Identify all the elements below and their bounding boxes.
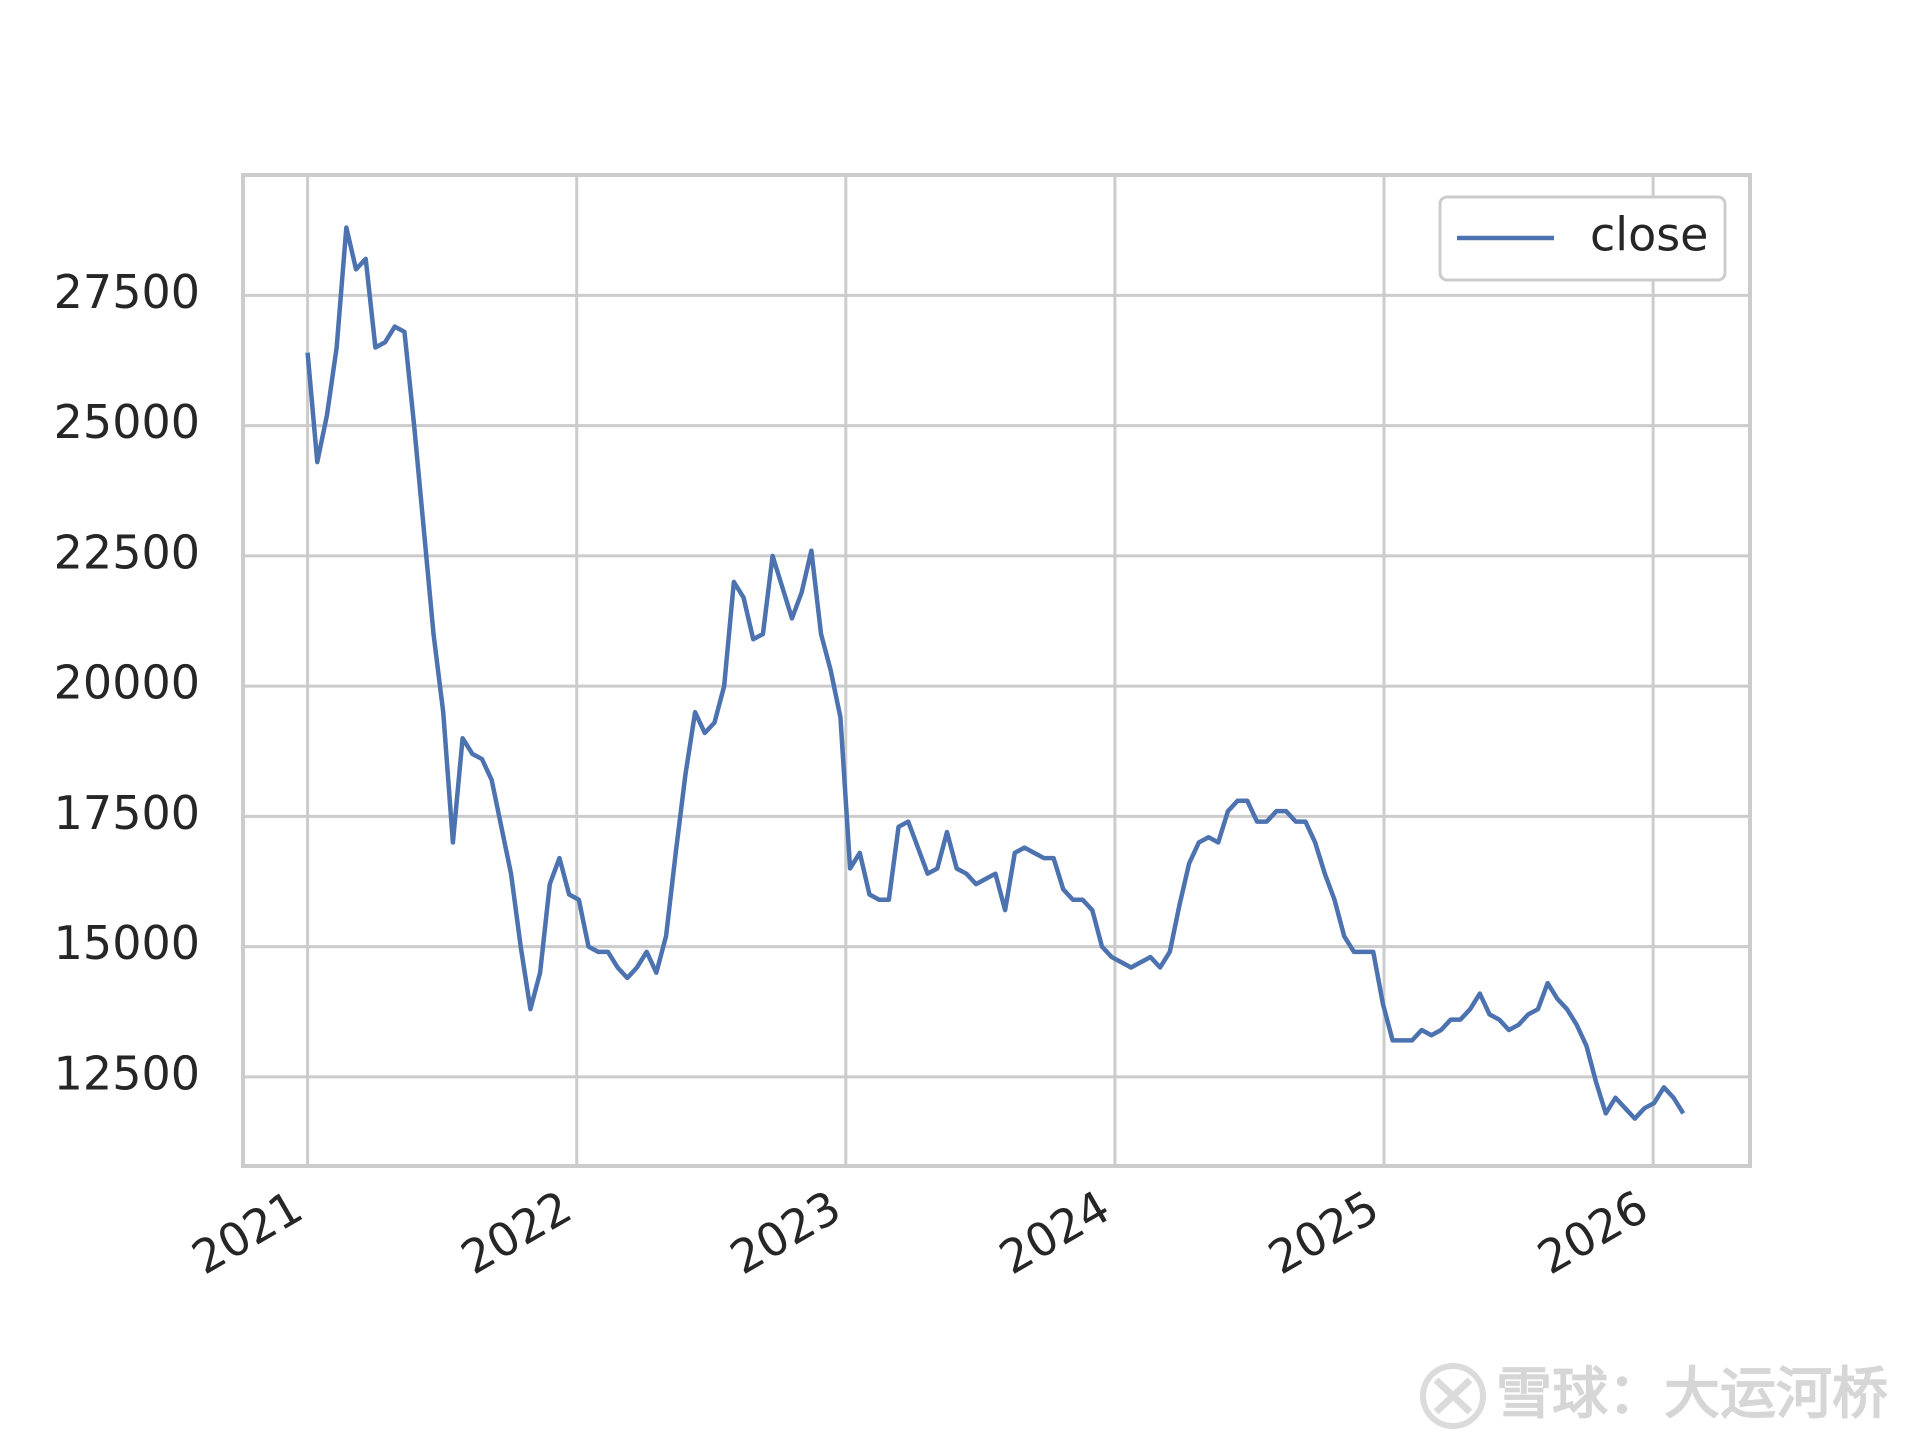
y-tick-label: 22500: [54, 525, 200, 579]
legend-label: close: [1590, 208, 1708, 262]
y-tick-label: 25000: [54, 395, 200, 449]
plot: [305, 225, 1686, 1121]
y-tick-label: 15000: [54, 916, 200, 970]
y-tick-label: 17500: [54, 786, 200, 840]
legend-box: [1438, 195, 1727, 282]
y-tick-label: 20000: [54, 656, 200, 710]
legend: close: [1438, 195, 1727, 282]
y-tick-label: 27500: [54, 265, 200, 319]
plot-frame: [241, 173, 1752, 1168]
logo-mark: [1433, 1377, 1473, 1415]
y-tick-label: 12500: [54, 1046, 200, 1100]
watermark-logo: [1420, 1363, 1486, 1429]
data-line: [305, 225, 1686, 1121]
grid: [243, 175, 1750, 1166]
logo-ring: [1420, 1363, 1486, 1429]
watermark: 雪球：大运河桥: [1496, 1362, 1888, 1427]
